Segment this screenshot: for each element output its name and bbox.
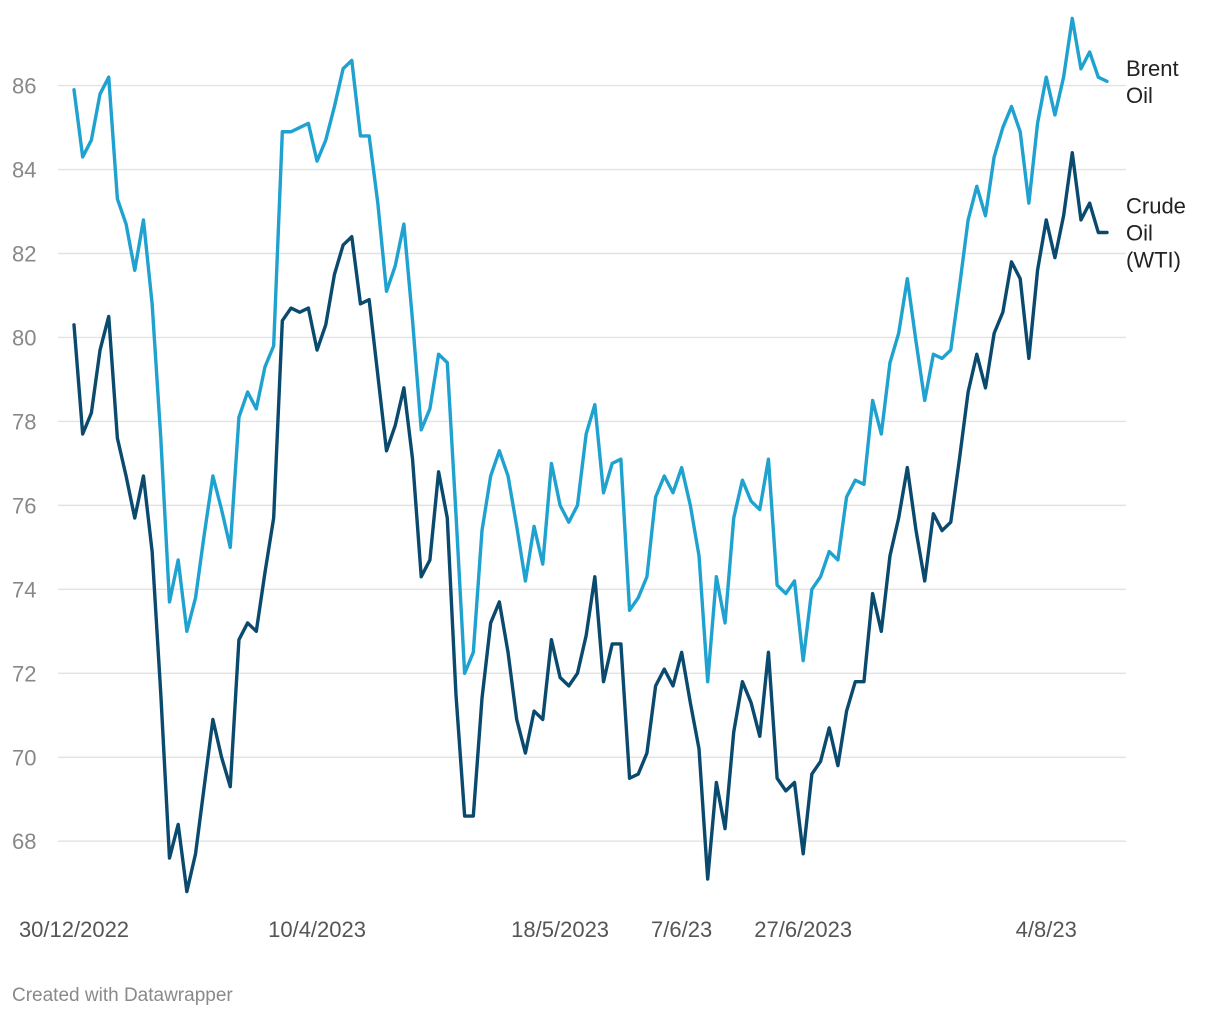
series-label-line: (WTI) xyxy=(1126,248,1181,273)
x-tick-label: 7/6/23 xyxy=(651,917,712,942)
series-line-brent-oil xyxy=(72,16,1109,684)
series-label-line: Oil xyxy=(1126,83,1153,108)
x-tick-label: 4/8/23 xyxy=(1016,917,1077,942)
x-tick-label: 10/4/2023 xyxy=(268,917,366,942)
series-label-line: Oil xyxy=(1126,221,1153,246)
y-tick-label: 74 xyxy=(12,577,36,602)
y-tick-label: 76 xyxy=(12,493,36,518)
y-tick-label: 70 xyxy=(12,745,36,770)
x-tick-label: 30/12/2022 xyxy=(19,917,129,942)
y-axis: 68 70 72 74 76 78 80 82 84 86 xyxy=(12,74,36,855)
y-tick-label: 78 xyxy=(12,409,36,434)
x-axis: 30/12/2022 10/4/2023 18/5/2023 7/6/23 27/6/2… xyxy=(19,917,1077,942)
x-tick-label: 18/5/2023 xyxy=(511,917,609,942)
y-tick-label: 86 xyxy=(12,74,36,99)
series-line-crude-oil-wti xyxy=(72,151,1109,894)
series-label-crude-oil-wti: Crude Oil (WTI) xyxy=(1126,194,1186,273)
y-tick-label: 72 xyxy=(12,661,36,686)
footer-credit: Created with Datawrapper xyxy=(12,985,233,1006)
series-lines xyxy=(72,16,1109,894)
y-tick-label: 80 xyxy=(12,325,36,350)
series-label-line: Crude xyxy=(1126,194,1186,219)
x-tick-label: 27/6/2023 xyxy=(754,917,852,942)
series-label-brent-oil: Brent Oil xyxy=(1126,56,1179,108)
y-tick-label: 68 xyxy=(12,829,36,854)
y-tick-label: 82 xyxy=(12,241,36,266)
gridlines xyxy=(58,84,1126,842)
series-label-line: Brent xyxy=(1126,56,1179,81)
y-tick-label: 84 xyxy=(12,158,36,183)
